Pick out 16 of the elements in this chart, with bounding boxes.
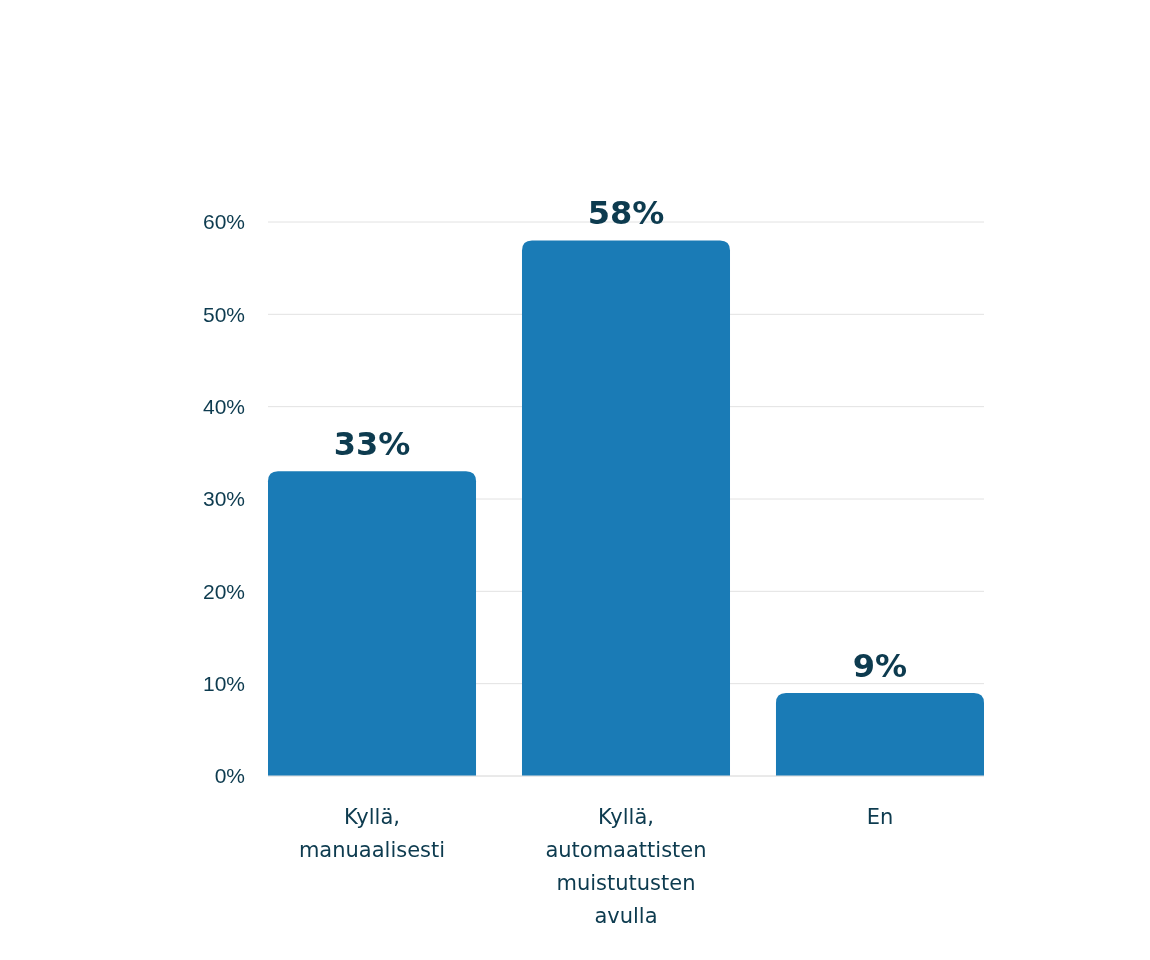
data-label: 33% bbox=[333, 425, 411, 464]
y-tick-label: 20% bbox=[202, 579, 245, 603]
y-tick-label: 10% bbox=[202, 671, 245, 695]
y-tick-label: 50% bbox=[202, 302, 245, 326]
x-tick-label: Kyllä, automaattisten muistutusten avulla bbox=[545, 805, 707, 928]
data-label: 58% bbox=[587, 194, 665, 233]
y-tick-label: 0% bbox=[214, 764, 245, 788]
bar bbox=[268, 471, 477, 776]
bar bbox=[775, 692, 984, 776]
bar bbox=[521, 240, 731, 776]
y-tick-label: 40% bbox=[202, 394, 245, 418]
x-tick-label: Kyllä, manuaalisesti bbox=[298, 805, 446, 862]
data-label: 9% bbox=[852, 646, 908, 685]
y-tick-label: 30% bbox=[202, 487, 245, 511]
x-tick-label: En bbox=[866, 805, 894, 829]
y-tick-label: 60% bbox=[202, 210, 245, 234]
